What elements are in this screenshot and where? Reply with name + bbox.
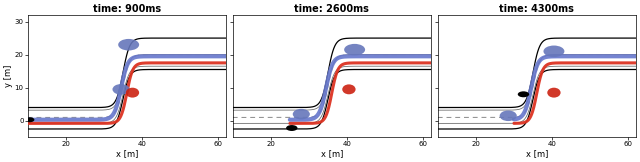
Ellipse shape	[292, 109, 310, 119]
Ellipse shape	[25, 117, 35, 122]
Title: time: 4300ms: time: 4300ms	[499, 4, 574, 14]
Ellipse shape	[500, 110, 516, 121]
Ellipse shape	[547, 88, 561, 98]
X-axis label: x [m]: x [m]	[116, 149, 138, 158]
Y-axis label: y [m]: y [m]	[4, 65, 13, 87]
Title: time: 900ms: time: 900ms	[93, 4, 161, 14]
Ellipse shape	[113, 84, 130, 95]
Title: time: 2600ms: time: 2600ms	[294, 4, 369, 14]
Ellipse shape	[126, 88, 139, 98]
X-axis label: x [m]: x [m]	[321, 149, 343, 158]
X-axis label: x [m]: x [m]	[525, 149, 548, 158]
Ellipse shape	[342, 84, 356, 94]
Ellipse shape	[118, 39, 139, 51]
Ellipse shape	[518, 91, 529, 97]
Ellipse shape	[543, 46, 564, 57]
Ellipse shape	[344, 44, 365, 55]
Ellipse shape	[286, 125, 298, 131]
